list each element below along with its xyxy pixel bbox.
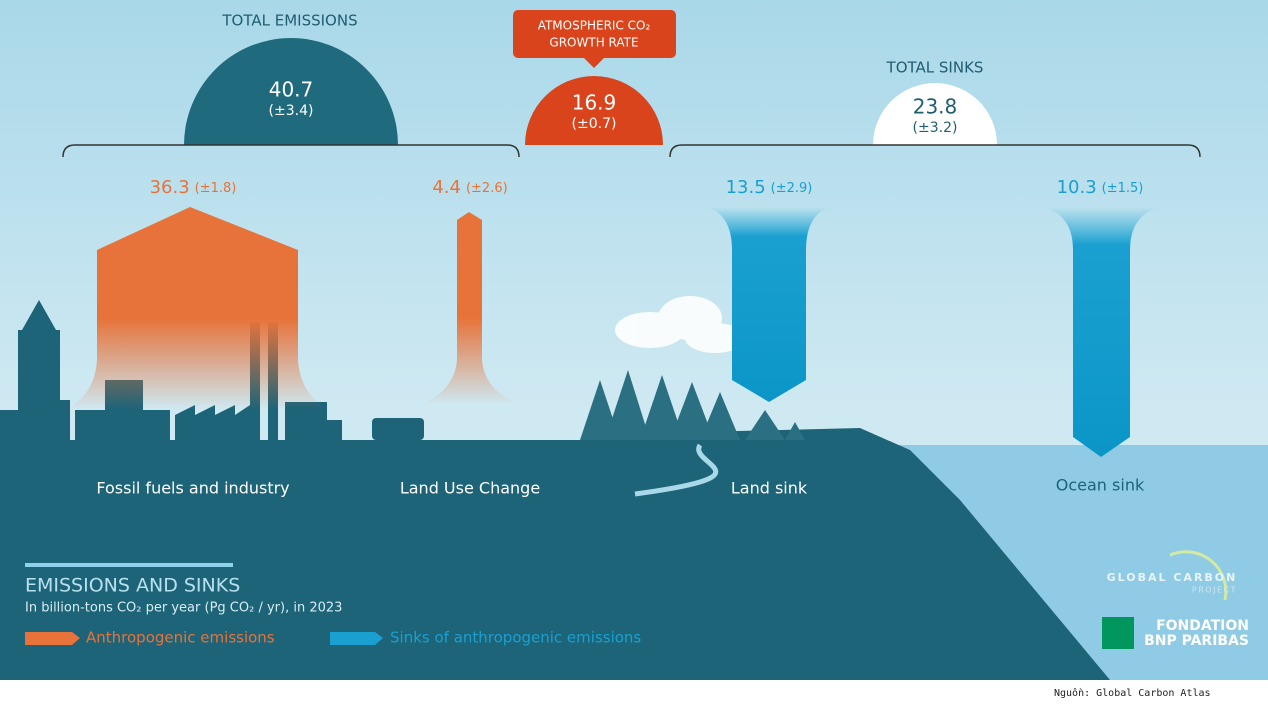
growth-title: ATMOSPHERIC CO₂	[538, 19, 651, 33]
land-sink-arrow	[707, 207, 830, 402]
flow-label: Land sink	[731, 479, 808, 498]
gcp-logo: GLOBAL CARBON	[1107, 571, 1238, 584]
legend-title: EMISSIONS AND SINKS	[25, 575, 240, 597]
legend-subtitle: In billion-tons CO₂ per year (Pg CO₂ / y…	[25, 601, 342, 616]
flow-uncertainty: (±2.9)	[771, 181, 813, 196]
land	[0, 428, 1110, 680]
flow-value: 36.3 (±1.8)	[150, 177, 237, 198]
flow-label: Fossil fuels and industry	[96, 479, 289, 498]
growth-value: 16.9	[572, 91, 617, 115]
gcp-arc	[1169, 550, 1228, 601]
legend-swatch	[25, 632, 80, 645]
source: Nguồn: Global Carbon Atlas	[1054, 688, 1211, 699]
ocean-sink-arrow	[1043, 207, 1160, 457]
forest	[580, 370, 805, 440]
legend-rule	[25, 563, 233, 567]
total-sinks-uncertainty: (±3.2)	[913, 120, 958, 136]
flow-uncertainty: (±1.5)	[1102, 181, 1144, 196]
infographic: TOTAL EMISSIONS 40.7 (±3.4) ATMOSPHERIC …	[0, 0, 1268, 680]
land-use-arrow	[420, 212, 520, 405]
flow-uncertainty: (±1.8)	[195, 181, 237, 196]
legend-swatch	[330, 632, 383, 645]
bnp-logo: BNP PARIBAS	[1144, 633, 1249, 649]
total-emissions-title: TOTAL EMISSIONS	[221, 12, 357, 30]
fossil-arrow	[65, 207, 330, 410]
total-sinks-value: 23.8	[913, 95, 958, 119]
growth-callout	[513, 10, 676, 58]
cloud	[615, 296, 745, 353]
bnp-mark	[1102, 617, 1134, 649]
total-sinks-title: TOTAL SINKS	[886, 59, 984, 77]
total-emissions-uncertainty: (±3.4)	[269, 103, 314, 119]
flow-value: 4.4 (±2.6)	[432, 177, 507, 198]
flow-uncertainty: (±2.6)	[466, 181, 508, 196]
flow-number: 4.4	[432, 177, 461, 198]
bracket	[62, 144, 520, 158]
flow-label: Land Use Change	[400, 479, 540, 498]
flow-label: Ocean sink	[1056, 476, 1145, 495]
growth-title: GROWTH RATE	[549, 36, 638, 50]
growth-uncertainty: (±0.7)	[572, 116, 617, 132]
bnp-logo: FONDATION	[1156, 618, 1249, 634]
flow-number: 36.3	[150, 177, 190, 198]
bracket	[669, 144, 1201, 158]
flow-value: 13.5 (±2.9)	[726, 177, 813, 198]
total-emissions-value: 40.7	[269, 78, 314, 102]
flow-number: 13.5	[726, 177, 766, 198]
river	[634, 443, 719, 497]
callout-pointer	[584, 58, 604, 68]
legend-item: Anthropogenic emissions	[86, 629, 275, 647]
growth-dome	[525, 76, 663, 145]
sinks-dome	[873, 83, 997, 145]
legend-item: Sinks of anthropogenic emissions	[390, 629, 641, 647]
emissions-dome	[184, 38, 398, 146]
flow-value: 10.3 (±1.5)	[1057, 177, 1144, 198]
flow-number: 10.3	[1057, 177, 1097, 198]
flow-labels: 36.3 (±1.8) Fossil fuels and industry 4.4 (±…	[96, 177, 1145, 498]
gcp-logo: PROJECT	[1192, 586, 1237, 595]
